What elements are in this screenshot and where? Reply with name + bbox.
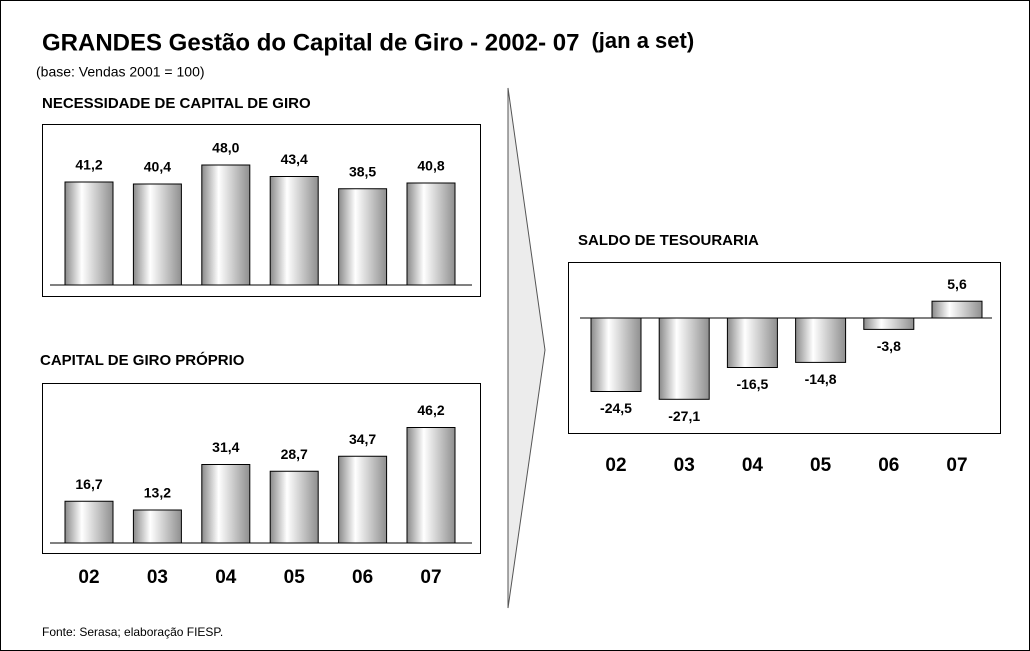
value-label: -14,8	[805, 371, 837, 387]
value-label: 48,0	[212, 140, 239, 156]
value-label: 16,7	[75, 476, 102, 492]
chart-title: NECESSIDADE DE CAPITAL DE GIRO	[42, 95, 311, 112]
value-label: 5,6	[947, 276, 967, 292]
x-tick-label: 04	[215, 567, 237, 588]
value-label: 13,2	[144, 485, 171, 501]
bar	[931, 300, 983, 319]
value-label: -24,5	[600, 400, 632, 416]
bar	[269, 470, 319, 544]
bar	[132, 509, 182, 544]
bar	[590, 317, 642, 392]
value-label: -16,5	[736, 376, 768, 392]
bar	[338, 188, 388, 286]
bar	[406, 182, 456, 286]
x-tick-label: 07	[420, 567, 441, 588]
x-tick-label: 06	[878, 455, 899, 476]
x-tick-label: 03	[147, 567, 168, 588]
value-label: -27,1	[668, 408, 700, 424]
bar	[658, 317, 710, 400]
source: Fonte: Serasa; elaboração FIESP.	[42, 625, 223, 639]
x-tick-label: 05	[810, 455, 832, 476]
x-tick-label: 02	[605, 455, 626, 476]
value-label: 34,7	[349, 431, 376, 447]
chart-title: CAPITAL DE GIRO PRÓPRIO	[40, 351, 245, 369]
x-tick-label: 06	[352, 567, 373, 588]
page-title: GRANDES Gestão do Capital de Giro - 2002…	[42, 29, 579, 56]
bar	[269, 176, 319, 286]
value-label: 31,4	[212, 439, 239, 455]
bar	[64, 181, 114, 286]
value-label: 41,2	[75, 157, 102, 173]
x-tick-label: 02	[78, 567, 99, 588]
x-tick-label: 04	[742, 455, 764, 476]
value-label: 46,2	[417, 402, 444, 418]
panel	[42, 383, 481, 554]
arrow	[507, 87, 546, 609]
bar	[795, 317, 847, 363]
value-label: 40,8	[417, 158, 444, 174]
panel	[568, 262, 1001, 434]
value-label: -3,8	[877, 338, 901, 354]
bar	[726, 317, 778, 368]
bar	[863, 317, 915, 330]
chart-title: SALDO DE TESOURARIA	[578, 232, 759, 249]
bar	[64, 500, 114, 544]
value-label: 40,4	[144, 159, 171, 175]
x-tick-label: 07	[946, 455, 967, 476]
panel	[42, 124, 481, 297]
bar	[201, 164, 251, 286]
value-label: 43,4	[281, 151, 308, 167]
x-tick-label: 03	[674, 455, 695, 476]
bar	[338, 455, 388, 544]
bar	[406, 427, 456, 544]
value-label: 38,5	[349, 163, 376, 179]
title-note: (jan a set)	[591, 28, 694, 53]
bar	[201, 464, 251, 544]
subtitle: (base: Vendas 2001 = 100)	[36, 64, 205, 80]
bar	[132, 183, 182, 286]
value-label: 28,7	[281, 446, 308, 462]
x-tick-label: 05	[284, 567, 306, 588]
